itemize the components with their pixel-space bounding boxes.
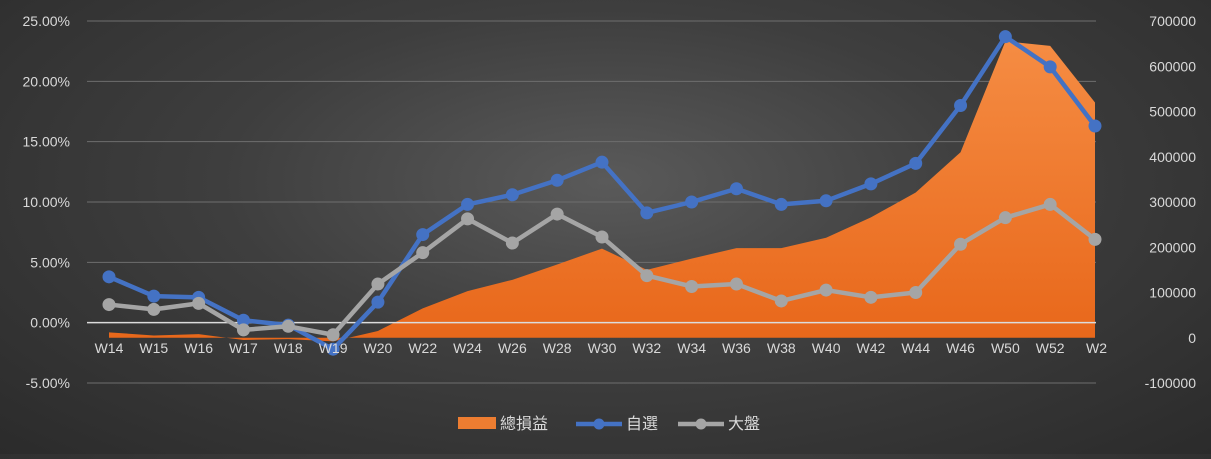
area-0 bbox=[109, 41, 1095, 342]
x-tick-label: W38 bbox=[767, 340, 796, 356]
data-point bbox=[998, 211, 1012, 225]
x-tick-label: W28 bbox=[543, 340, 572, 356]
data-point bbox=[416, 246, 430, 260]
legend: 總損益 自選 大盤 bbox=[458, 415, 760, 433]
data-point bbox=[595, 230, 609, 244]
data-point bbox=[909, 156, 923, 170]
right-tick-label: 300000 bbox=[1149, 194, 1196, 210]
left-tick-label: 5.00% bbox=[30, 254, 70, 270]
x-tick-label: W22 bbox=[408, 340, 437, 356]
x-axis-labels: W14 W15 W16 W17 W18 W19 W20 W22 W24 W26 W28 W30 W32 W… bbox=[95, 340, 1108, 356]
x-tick-label: W36 bbox=[722, 340, 751, 356]
data-point bbox=[819, 194, 833, 208]
right-tick-label: 100000 bbox=[1149, 285, 1196, 301]
x-tick-label: W26 bbox=[498, 340, 527, 356]
data-point bbox=[640, 206, 654, 220]
area-series bbox=[109, 41, 1095, 342]
x-tick-label: W50 bbox=[991, 340, 1020, 356]
data-point bbox=[595, 155, 609, 169]
data-point bbox=[774, 294, 788, 308]
x-tick-label: W19 bbox=[319, 340, 348, 356]
x-tick-label: W14 bbox=[95, 340, 124, 356]
right-tick-label: 0 bbox=[1188, 330, 1196, 346]
data-point bbox=[102, 298, 116, 312]
data-point bbox=[954, 237, 968, 251]
x-tick-label: W32 bbox=[632, 340, 661, 356]
x-tick-label: W18 bbox=[274, 340, 303, 356]
x-tick-label: W30 bbox=[588, 340, 617, 356]
left-tick-label: 0.00% bbox=[30, 315, 70, 331]
x-tick-label: W52 bbox=[1036, 340, 1065, 356]
legend-label: 自選 bbox=[626, 415, 658, 433]
data-point bbox=[550, 173, 564, 187]
gridlines bbox=[87, 20, 1096, 384]
data-point bbox=[281, 319, 295, 333]
x-tick-label: W44 bbox=[901, 340, 930, 356]
data-point bbox=[1043, 60, 1057, 74]
x-tick-label: W34 bbox=[677, 340, 706, 356]
data-point bbox=[909, 286, 923, 299]
left-tick-label: 15.00% bbox=[23, 134, 70, 150]
right-axis-labels: -100000 0 100000 200000 300000 400000 500000 60… bbox=[1145, 13, 1197, 391]
x-tick-label: W17 bbox=[229, 340, 258, 356]
data-point bbox=[685, 195, 699, 209]
legend-label: 總損益 bbox=[500, 415, 548, 433]
data-point bbox=[729, 277, 743, 291]
data-point bbox=[326, 328, 340, 342]
x-tick-label: W40 bbox=[812, 340, 841, 356]
data-point bbox=[640, 269, 654, 283]
left-tick-label: 20.00% bbox=[23, 73, 70, 89]
right-tick-label: 200000 bbox=[1149, 239, 1196, 255]
data-point bbox=[147, 302, 161, 316]
data-point bbox=[1088, 232, 1102, 246]
data-point bbox=[774, 197, 788, 211]
right-tick-label: 600000 bbox=[1149, 58, 1196, 74]
legend-swatch-marker bbox=[593, 418, 605, 430]
data-point bbox=[1043, 197, 1057, 211]
data-point bbox=[236, 323, 250, 337]
data-point bbox=[192, 296, 206, 310]
line-series bbox=[102, 30, 1102, 356]
right-tick-label: 500000 bbox=[1149, 104, 1196, 120]
left-tick-label: -5.00% bbox=[26, 375, 70, 391]
left-tick-label: 25.00% bbox=[23, 13, 70, 29]
x-tick-label: W2 bbox=[1086, 340, 1107, 356]
legend-label: 大盤 bbox=[728, 415, 760, 433]
data-point bbox=[505, 236, 519, 250]
x-tick-label: W20 bbox=[364, 340, 393, 356]
x-tick-label: W15 bbox=[139, 340, 168, 356]
legend-swatch-marker bbox=[695, 418, 707, 430]
data-point bbox=[416, 228, 430, 242]
right-tick-label: -100000 bbox=[1145, 375, 1197, 391]
left-axis-labels: -5.00% 0.00% 5.00% 10.00% 15.00% 20.00% 25.00% bbox=[23, 13, 70, 391]
data-point bbox=[147, 289, 161, 303]
data-point bbox=[371, 295, 385, 309]
data-point bbox=[998, 30, 1012, 44]
x-tick-label: W24 bbox=[453, 340, 482, 356]
legend-swatch-area bbox=[458, 417, 496, 429]
data-point bbox=[954, 98, 968, 112]
x-tick-label: W42 bbox=[857, 340, 886, 356]
data-point bbox=[461, 212, 475, 226]
data-point bbox=[102, 270, 116, 284]
x-tick-label: W46 bbox=[946, 340, 975, 356]
data-point bbox=[461, 197, 475, 211]
right-tick-label: 700000 bbox=[1149, 13, 1196, 29]
data-point bbox=[729, 182, 743, 196]
x-tick-label: W16 bbox=[184, 340, 213, 356]
data-point bbox=[864, 177, 878, 191]
left-tick-label: 10.00% bbox=[23, 194, 70, 210]
data-point bbox=[1088, 119, 1102, 133]
data-point bbox=[326, 342, 340, 356]
right-tick-label: 400000 bbox=[1149, 149, 1196, 165]
data-point bbox=[685, 279, 699, 293]
data-point bbox=[819, 283, 833, 297]
data-point bbox=[371, 277, 385, 291]
data-point bbox=[864, 290, 878, 304]
data-point bbox=[550, 207, 564, 221]
data-point bbox=[505, 188, 519, 202]
